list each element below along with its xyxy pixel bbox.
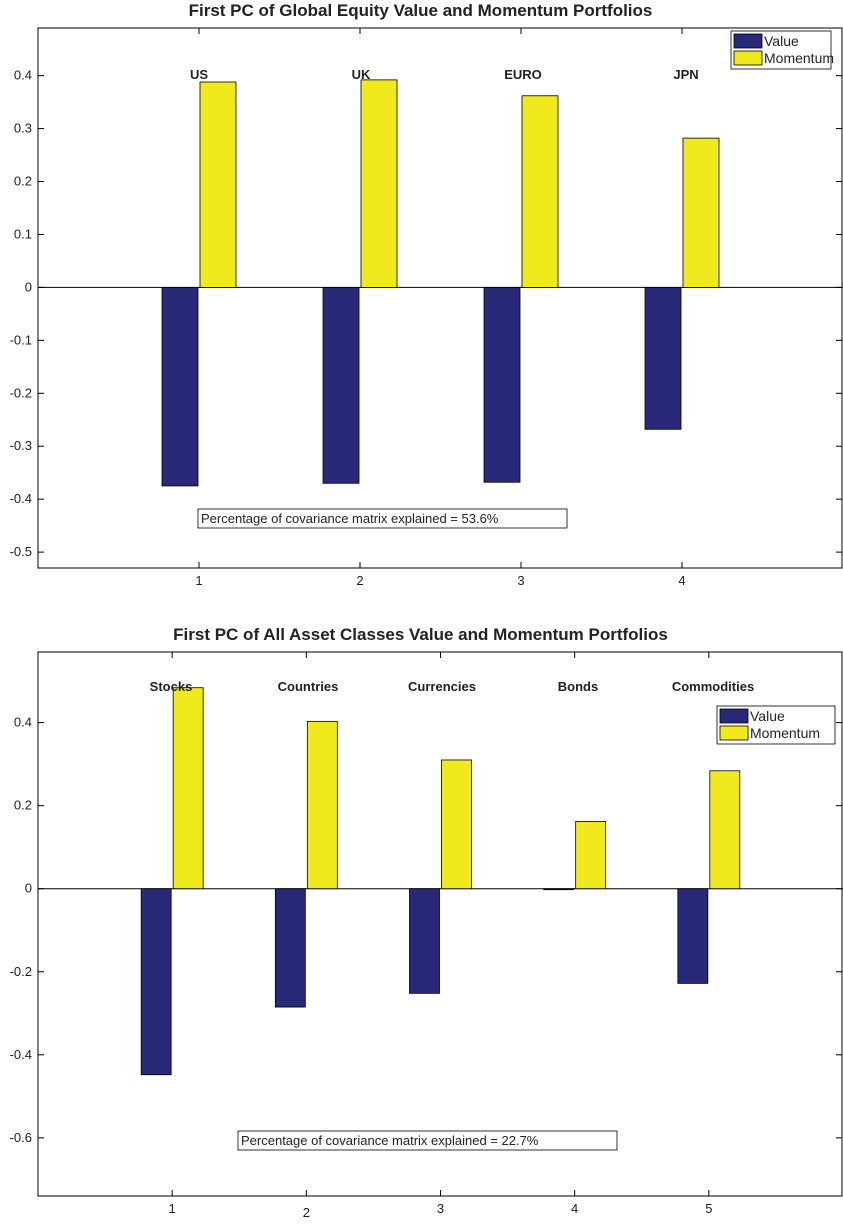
y-tick-label: -0.1 xyxy=(10,332,32,347)
category-label: Currencies xyxy=(408,679,476,694)
bar-momentum xyxy=(521,95,559,288)
y-tick-label: 0.1 xyxy=(14,226,32,241)
legend-swatch-momentum xyxy=(733,50,763,66)
category-label: Bonds xyxy=(558,679,598,694)
annotation-box xyxy=(237,1130,618,1151)
legend-label-value: Value xyxy=(764,33,799,49)
bar-momentum xyxy=(360,79,398,288)
bar-momentum xyxy=(441,759,472,890)
legend-label-momentum: Momentum xyxy=(764,50,834,66)
category-label: JPN xyxy=(673,67,698,82)
y-tick-label: 0 xyxy=(25,881,32,896)
bar-value xyxy=(483,287,521,483)
legend-swatch-momentum xyxy=(719,725,749,741)
x-tick-label: 5 xyxy=(705,1201,712,1216)
y-tick-label: 0.2 xyxy=(14,174,32,189)
bar-momentum xyxy=(199,81,237,288)
annotation-text: Percentage of covariance matrix explaine… xyxy=(241,1133,539,1148)
bar-momentum xyxy=(682,137,720,288)
y-tick-label: 0.2 xyxy=(14,798,32,813)
bar-value xyxy=(274,888,306,1008)
legend-label-momentum: Momentum xyxy=(750,725,820,741)
legend-swatch-value xyxy=(719,708,749,724)
bar-momentum xyxy=(709,770,741,890)
x-tick-label: 1 xyxy=(169,1201,176,1216)
category-label: Commodities xyxy=(672,679,754,694)
bar-value xyxy=(161,287,199,487)
bar-momentum xyxy=(306,720,338,890)
category-label: US xyxy=(190,67,208,82)
category-label: Stocks xyxy=(150,679,193,694)
bar-momentum xyxy=(575,821,607,890)
y-tick-label: 0.4 xyxy=(14,68,32,83)
annotation-text: Percentage of covariance matrix explaine… xyxy=(201,511,499,526)
y-tick-label: 0.4 xyxy=(14,715,32,730)
y-tick-label: -0.6 xyxy=(10,1130,32,1145)
bar-value xyxy=(322,287,360,484)
annotation-box xyxy=(197,508,568,529)
x-tick-label: 4 xyxy=(571,1201,578,1216)
bar-value xyxy=(409,888,440,994)
y-tick-label: -0.5 xyxy=(10,544,32,559)
y-tick-label: 0 xyxy=(25,279,32,294)
category-label: Countries xyxy=(278,679,339,694)
x-tick-label: 3 xyxy=(437,1201,444,1216)
x-tick-label: 1 xyxy=(195,573,202,588)
chart-1: First PC of Global Equity Value and Mome… xyxy=(10,1,843,588)
y-tick-label: 0.3 xyxy=(14,121,32,136)
bar-value xyxy=(677,888,709,984)
y-tick-label: -0.2 xyxy=(10,385,32,400)
chart-title: First PC of Global Equity Value and Mome… xyxy=(189,1,653,20)
x-tick-label: 4 xyxy=(678,573,685,588)
y-tick-label: -0.4 xyxy=(10,1047,32,1062)
chart-2: First PC of All Asset Classes Value and … xyxy=(10,625,843,1220)
legend-swatch-value xyxy=(733,33,763,49)
bar-value xyxy=(140,888,172,1076)
category-label: UK xyxy=(352,67,371,82)
plot-area xyxy=(37,27,843,569)
y-tick-label: -0.4 xyxy=(10,491,32,506)
chart-title: First PC of All Asset Classes Value and … xyxy=(173,625,668,644)
x-tick-label: 2 xyxy=(303,1205,310,1220)
bar-momentum xyxy=(172,687,204,890)
category-label: EURO xyxy=(504,67,542,82)
y-tick-label: -0.3 xyxy=(10,438,32,453)
bar-value xyxy=(543,888,575,891)
legend-label-value: Value xyxy=(750,708,785,724)
y-tick-label: -0.2 xyxy=(10,964,32,979)
bar-value xyxy=(644,287,682,430)
x-tick-label: 2 xyxy=(356,573,363,588)
x-tick-label: 3 xyxy=(517,573,524,588)
